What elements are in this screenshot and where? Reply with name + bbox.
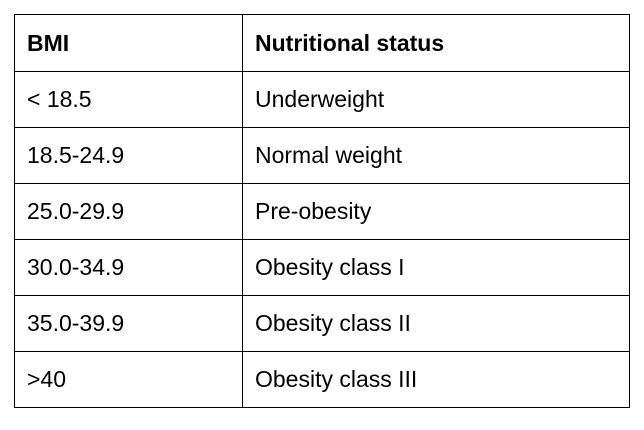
table-row: 35.0-39.9 Obesity class II [14,295,630,352]
table-row: 18.5-24.9 Normal weight [14,127,630,184]
table-row: 30.0-34.9 Obesity class I [14,239,630,296]
table-row: < 18.5 Underweight [14,71,630,128]
nutritional-status-cell: Obesity class I [242,239,630,296]
nutritional-status-cell: Underweight [242,71,630,128]
bmi-classification-table: BMI Nutritional status < 18.5 Underweigh… [14,14,630,408]
bmi-range-cell: 30.0-34.9 [14,239,243,296]
bmi-range-cell: 18.5-24.9 [14,127,243,184]
table-row: 25.0-29.9 Pre-obesity [14,183,630,240]
table-header-row: BMI Nutritional status [14,14,630,72]
nutritional-status-cell: Obesity class III [242,351,630,408]
bmi-range-cell: 35.0-39.9 [14,295,243,352]
nutritional-status-cell: Normal weight [242,127,630,184]
bmi-range-cell: < 18.5 [14,71,243,128]
nutritional-status-cell: Obesity class II [242,295,630,352]
header-bmi: BMI [14,14,243,72]
table-row: >40 Obesity class III [14,351,630,408]
nutritional-status-cell: Pre-obesity [242,183,630,240]
header-nutritional-status: Nutritional status [242,14,630,72]
bmi-range-cell: >40 [14,351,243,408]
bmi-range-cell: 25.0-29.9 [14,183,243,240]
